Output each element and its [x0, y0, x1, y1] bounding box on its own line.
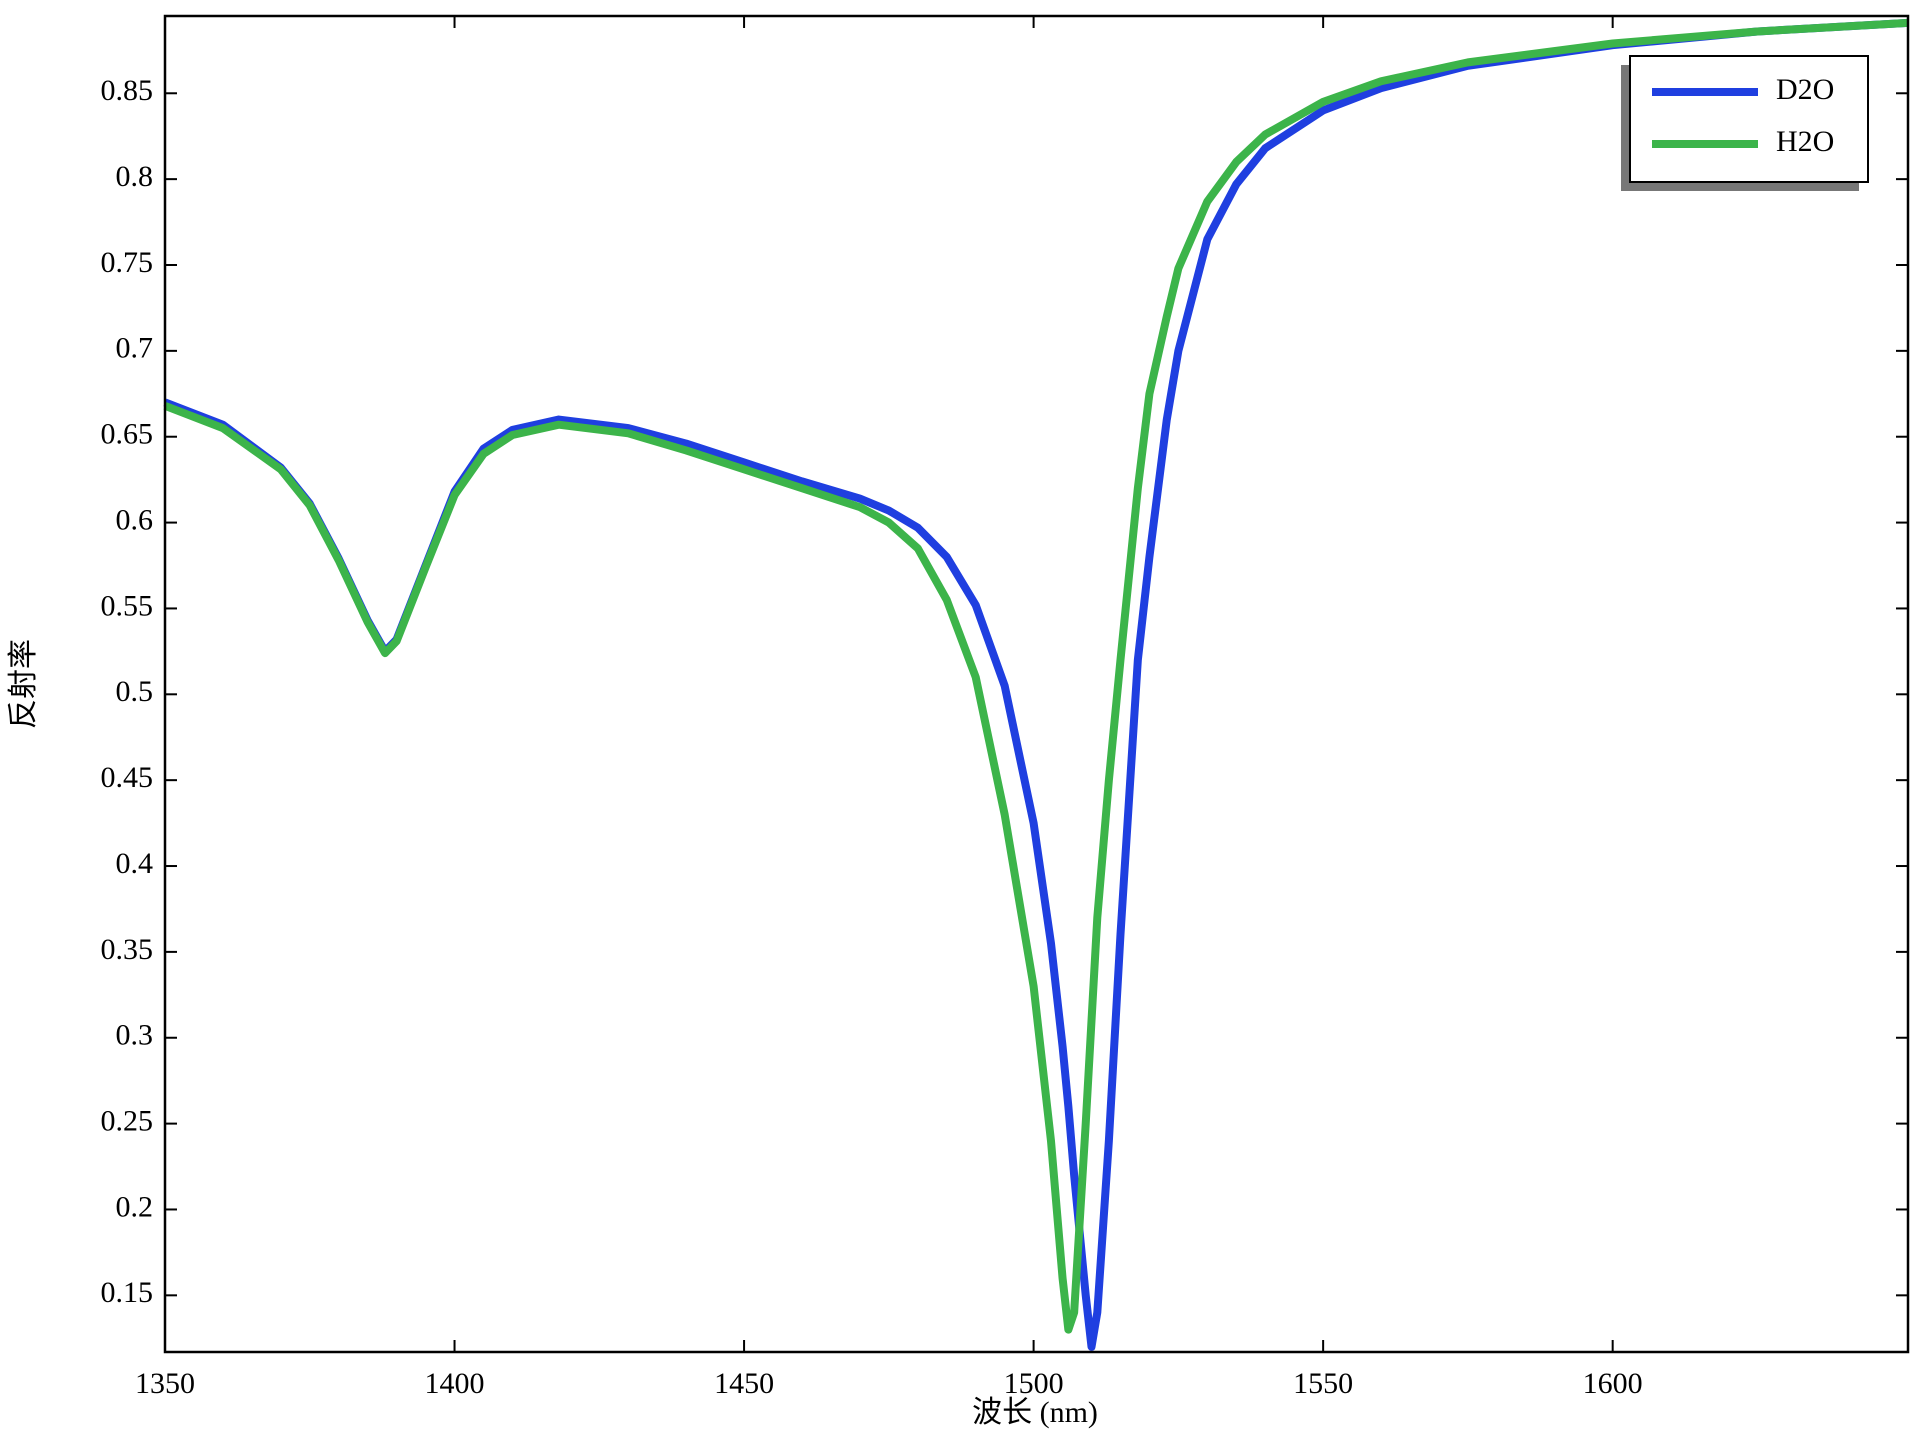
- y-tick-label: 0.3: [116, 1019, 154, 1052]
- y-tick-label: 0.8: [116, 160, 154, 193]
- legend-label: H2O: [1776, 125, 1834, 158]
- data-line: [163, 18, 1909, 1334]
- x-tick-label: 1500: [1004, 1367, 1064, 1400]
- x-tick-label: 1350: [135, 1367, 195, 1400]
- plot-frame: [163, 14, 1910, 1354]
- y-axis-label: 反射率: [7, 639, 40, 729]
- y-tick-label: 0.75: [101, 246, 154, 279]
- x-tick-label: 1550: [1293, 1367, 1353, 1400]
- x-tick-label: 1400: [425, 1367, 485, 1400]
- y-tick-label: 0.85: [101, 74, 154, 107]
- y-tick-label: 0.25: [101, 1104, 154, 1137]
- x-axis-label: 波长 (nm): [972, 1396, 1098, 1429]
- legend-label: D2O: [1776, 73, 1834, 106]
- y-tick-label: 0.65: [101, 418, 154, 451]
- y-tick-label: 0.7: [116, 332, 154, 365]
- legend: [1629, 55, 1869, 183]
- x-tick-label: 1450: [714, 1367, 774, 1400]
- plot-area: [165, 16, 1908, 1352]
- x-tick-label: 1600: [1583, 1367, 1643, 1400]
- y-tick-label: 0.45: [101, 761, 154, 794]
- y-tick-label: 0.6: [116, 503, 154, 536]
- y-tick-label: 0.2: [116, 1190, 154, 1223]
- y-tick-label: 0.35: [101, 933, 154, 966]
- y-tick-label: 0.5: [116, 675, 154, 708]
- y-tick-label: 0.15: [101, 1276, 154, 1309]
- y-tick-label: 0.55: [101, 589, 154, 622]
- y-tick-label: 0.4: [116, 847, 154, 880]
